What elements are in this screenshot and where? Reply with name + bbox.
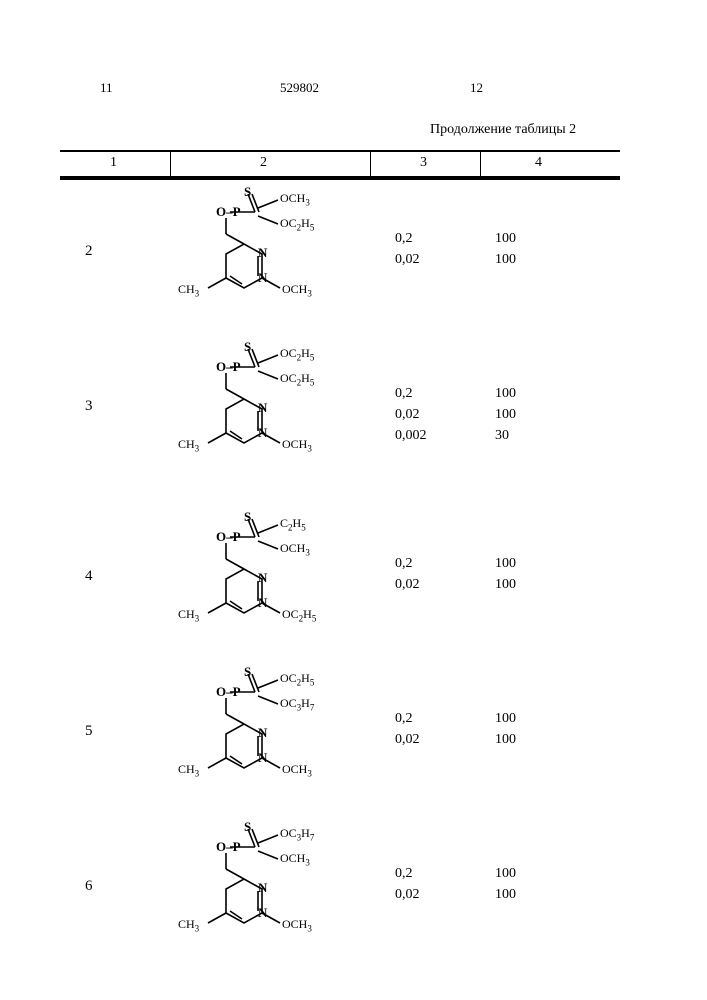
row-index: 5	[85, 723, 93, 740]
table-row: 3	[60, 343, 620, 513]
chemical-structure: S O–P C2H5 OCH3 N N CH3 OC2H5	[160, 513, 370, 668]
column-3-values: 0,20,02	[395, 863, 420, 905]
chemical-structure: S O–P OC2H5 OC2H5 N N CH3 OCH3	[160, 343, 370, 513]
page-header: 11 529802 12	[60, 80, 620, 104]
row-index: 4	[85, 568, 93, 585]
column-3-values: 0,20,020,002	[395, 383, 427, 446]
column-4-values: 100100	[495, 553, 516, 595]
column-4-values: 10010030	[495, 383, 516, 446]
table-row: 5	[60, 668, 620, 823]
chemical-structure: S O–P OCH3 OC2H5 N N CH3 OCH3	[160, 188, 370, 343]
row-index: 2	[85, 243, 93, 260]
page: 11 529802 12 Продолжение таблицы 2 1 2 3…	[60, 80, 620, 978]
header-divider	[480, 152, 481, 176]
column-4-values: 100100	[495, 863, 516, 905]
table-body: 2	[60, 188, 620, 978]
table-row: 6	[60, 823, 620, 978]
document-number: 529802	[280, 80, 319, 96]
table-row: 4	[60, 513, 620, 668]
chemical-structure: S O–P OC2H5 OC3H7 N N CH3 OCH3	[160, 668, 370, 823]
chemical-structure: S O–P OC3H7 OCH3 N N CH3 OCH3	[160, 823, 370, 978]
column-4-values: 100100	[495, 708, 516, 750]
header-divider	[370, 152, 371, 176]
column-3-values: 0,20,02	[395, 228, 420, 270]
row-index: 6	[85, 878, 93, 895]
column-3-values: 0,20,02	[395, 708, 420, 750]
page-number-right: 12	[470, 80, 483, 96]
table-header-rule: 1 2 3 4	[60, 150, 620, 178]
table-continuation-label: Продолжение таблицы 2	[430, 122, 576, 138]
col-header-2: 2	[260, 155, 267, 171]
col-header-1: 1	[110, 155, 117, 171]
header-divider	[170, 152, 171, 176]
row-index: 3	[85, 398, 93, 415]
column-3-values: 0,20,02	[395, 553, 420, 595]
col-header-3: 3	[420, 155, 427, 171]
page-number-left: 11	[100, 80, 113, 96]
column-4-values: 100100	[495, 228, 516, 270]
table-row: 2	[60, 188, 620, 343]
col-header-4: 4	[535, 155, 542, 171]
